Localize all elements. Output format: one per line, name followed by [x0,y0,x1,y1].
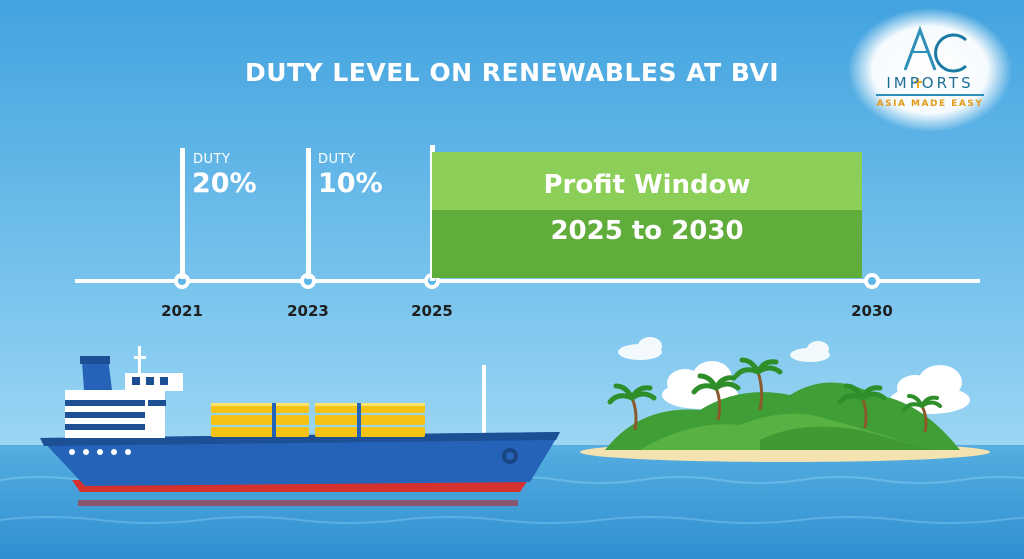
timeline-node-2023 [300,273,316,289]
profit-window-box-lower [432,210,862,278]
cloud-icon [790,341,830,362]
year-label-2025: 2025 [411,302,453,320]
island-icon [580,382,990,462]
logo-tagline: ASIA MADE EASY [876,99,984,109]
duty-label-2023: DUTY [318,152,356,167]
timeline-node-2021 [174,273,190,289]
year-label-2023: 2023 [287,302,329,320]
year-label-2030: 2030 [851,302,893,320]
duty-value-2023: 10% [318,168,383,199]
year-label-2021: 2021 [161,302,203,320]
duty-label-2021: DUTY [193,152,231,167]
palm-tree-icon [837,383,887,429]
palm-tree-icon [691,373,741,421]
profit-window-box [432,152,862,210]
ac-imports-logo [848,8,1012,132]
palm-tree-icon [733,357,783,411]
chart-title: DUTY LEVEL ON RENEWABLES AT BVI [244,58,780,87]
duty-bar-2021 [180,148,185,279]
palm-tree-icon [607,383,657,431]
cloud-icon [618,337,662,360]
profit-window-range: 2025 to 2030 [550,216,744,246]
timeline-axis [75,279,980,283]
palm-tree-icon [902,394,942,433]
timeline-node-2030 [864,273,880,289]
profit-window-title: Profit Window [543,170,751,200]
duty-value-2021: 20% [192,168,257,199]
logo-name: IMPORTS [886,74,974,92]
cargo-ship-icon [40,346,560,506]
duty-bar-2023 [306,148,311,279]
